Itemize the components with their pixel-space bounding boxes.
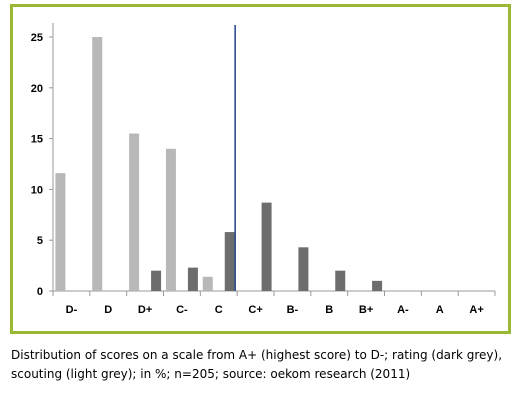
x-tick-label: A+ bbox=[469, 304, 483, 316]
bar-rating-Dplus bbox=[151, 270, 162, 291]
x-axis: D- D D+ C- C C+ B- B B+ A- A A+ bbox=[52, 290, 496, 316]
bar-rating-Cminus bbox=[187, 267, 198, 291]
bar-rating-Bplus bbox=[372, 280, 383, 291]
x-tick-label: D+ bbox=[138, 304, 152, 316]
x-tick-label: D bbox=[104, 304, 112, 316]
y-tick-label: 5 bbox=[37, 235, 43, 247]
bar-scouting-Cminus bbox=[165, 148, 176, 291]
x-tick-label: B+ bbox=[359, 304, 373, 316]
bar-scouting-D bbox=[92, 37, 103, 291]
y-tick-label: 10 bbox=[31, 184, 43, 196]
chart-caption: Distribution of scores on a scale from A… bbox=[11, 348, 503, 381]
y-tick-label: 20 bbox=[31, 83, 43, 95]
bar-scouting-C bbox=[202, 276, 213, 291]
bar-rating-B bbox=[335, 270, 346, 291]
y-axis: 0 5 10 15 20 25 bbox=[31, 23, 54, 298]
bar-scouting-Dminus bbox=[55, 173, 66, 291]
x-tick-label: A- bbox=[397, 304, 409, 316]
y-tick-label: 0 bbox=[37, 286, 43, 298]
y-tick-label: 15 bbox=[31, 134, 43, 146]
bar-rating-C bbox=[224, 232, 235, 291]
x-tick-label: B- bbox=[287, 304, 299, 316]
bar-rating-Bminus bbox=[298, 247, 309, 291]
x-tick-label: D- bbox=[66, 304, 78, 316]
x-tick-label: C+ bbox=[248, 304, 262, 316]
bar-scouting-Dplus bbox=[129, 133, 140, 291]
bar-rating-Cplus bbox=[261, 202, 272, 291]
chart-frame: 0 5 10 15 20 25 D- D D+ C- C C+ B- B B+ A- A A+ bbox=[10, 4, 511, 334]
bar-chart: 0 5 10 15 20 25 D- D D+ C- C C+ B- B B+ A- A A+ bbox=[31, 23, 496, 316]
x-tick-label: C- bbox=[176, 304, 188, 316]
x-tick-label: B bbox=[325, 304, 333, 316]
bars bbox=[55, 37, 383, 291]
y-tick-label: 25 bbox=[31, 32, 43, 44]
x-tick-label: A bbox=[436, 304, 444, 316]
x-tick-label: C bbox=[215, 304, 223, 316]
